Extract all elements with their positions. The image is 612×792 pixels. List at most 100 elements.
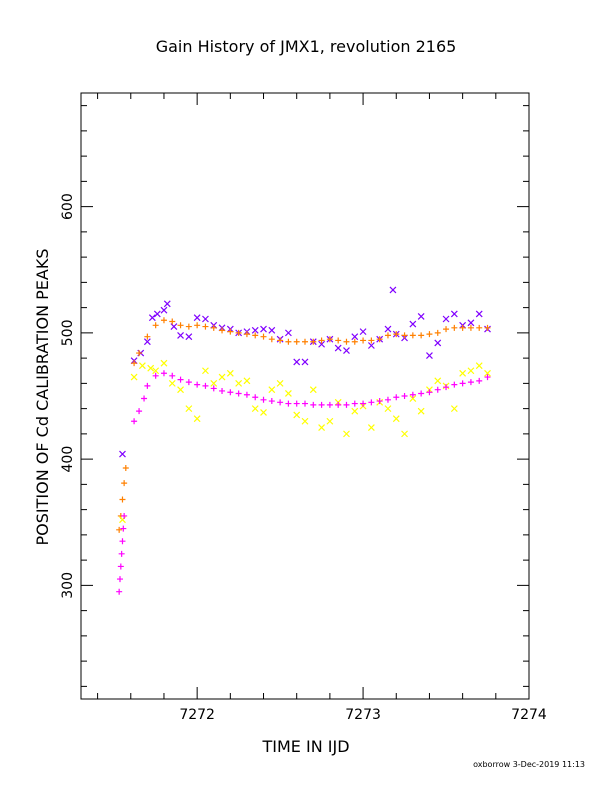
x-axis-label: TIME IN IJD — [261, 737, 349, 756]
data-point — [318, 340, 326, 348]
data-point — [467, 319, 475, 327]
data-point — [116, 526, 123, 533]
data-point — [260, 408, 267, 416]
data-point — [318, 401, 325, 408]
data-point — [251, 405, 259, 413]
data-point — [484, 369, 491, 377]
data-point — [401, 393, 408, 399]
data-point — [177, 386, 184, 394]
data-point — [351, 338, 358, 345]
data-point — [121, 480, 128, 487]
data-point — [153, 310, 161, 318]
data-point — [169, 372, 176, 379]
axis-tick-labels: 7272 7273 7274 300 400 500 600 — [60, 193, 547, 723]
plot-frame — [80, 92, 530, 700]
data-point — [484, 374, 491, 381]
data-point — [359, 328, 367, 336]
data-point — [268, 336, 275, 343]
data-point — [384, 405, 392, 413]
x-tick-label: 7272 — [179, 707, 215, 723]
data-point — [131, 360, 138, 367]
axis-ticks — [81, 93, 530, 699]
data-point — [185, 405, 193, 413]
data-point — [243, 377, 251, 385]
data-point — [284, 390, 292, 397]
data-point — [193, 415, 201, 423]
data-point — [443, 384, 450, 391]
data-point — [434, 339, 442, 347]
data-point — [450, 310, 458, 318]
data-point — [301, 358, 309, 366]
data-point — [442, 315, 450, 323]
x-tick-label: 7273 — [345, 707, 381, 723]
data-point — [426, 352, 433, 360]
data-point — [210, 379, 218, 387]
data-point — [409, 332, 416, 339]
series-1 — [119, 286, 491, 458]
data-point — [376, 398, 383, 405]
data-point — [285, 400, 292, 407]
data-point — [426, 389, 433, 396]
data-point — [119, 538, 126, 545]
data-point — [393, 331, 400, 338]
data-point — [226, 369, 234, 377]
y-tick-label: 300 — [60, 572, 76, 599]
data-point — [144, 333, 151, 340]
data-point — [409, 320, 417, 328]
data-point — [310, 338, 317, 345]
data-point — [301, 417, 309, 425]
data-point — [326, 336, 333, 343]
data-point — [417, 313, 425, 320]
series-3 — [119, 359, 491, 524]
data-point — [219, 387, 226, 394]
data-point — [144, 382, 151, 389]
data-point — [475, 310, 483, 318]
data-point — [185, 379, 192, 386]
data-point — [121, 512, 128, 519]
data-point — [335, 337, 342, 344]
data-point — [268, 398, 275, 405]
data-point — [343, 430, 350, 438]
data-point — [276, 379, 284, 387]
data-point — [219, 327, 226, 334]
data-point — [122, 464, 129, 471]
data-point — [235, 379, 243, 387]
series-4 — [116, 370, 491, 595]
data-point — [202, 367, 209, 375]
data-point — [367, 342, 375, 349]
data-point — [235, 390, 242, 397]
data-point — [152, 372, 159, 379]
data-point — [476, 377, 483, 384]
data-point — [268, 386, 276, 394]
data-point — [389, 286, 397, 294]
data-point — [194, 381, 201, 388]
data-point — [467, 379, 474, 386]
data-point — [170, 323, 178, 330]
data-point — [131, 418, 138, 425]
data-point — [285, 338, 292, 345]
data-point — [141, 395, 148, 402]
data-point — [202, 382, 209, 389]
data-point — [185, 323, 192, 330]
x-tick-label: 7274 — [511, 707, 547, 723]
data-point — [152, 367, 160, 375]
data-point — [335, 401, 342, 408]
data-point — [459, 369, 467, 377]
data-point — [318, 337, 325, 344]
data-point — [318, 424, 326, 431]
data-point — [450, 405, 458, 413]
data-point — [252, 332, 259, 339]
data-point — [243, 331, 250, 338]
data-point — [392, 415, 400, 423]
data-point — [443, 326, 450, 333]
data-point — [119, 450, 126, 458]
data-point — [326, 401, 333, 408]
data-point — [467, 367, 475, 375]
data-point — [260, 333, 267, 340]
data-point — [160, 317, 167, 324]
data-point — [384, 332, 391, 339]
data-point — [360, 337, 367, 344]
data-point — [210, 385, 217, 392]
data-point — [409, 391, 416, 398]
